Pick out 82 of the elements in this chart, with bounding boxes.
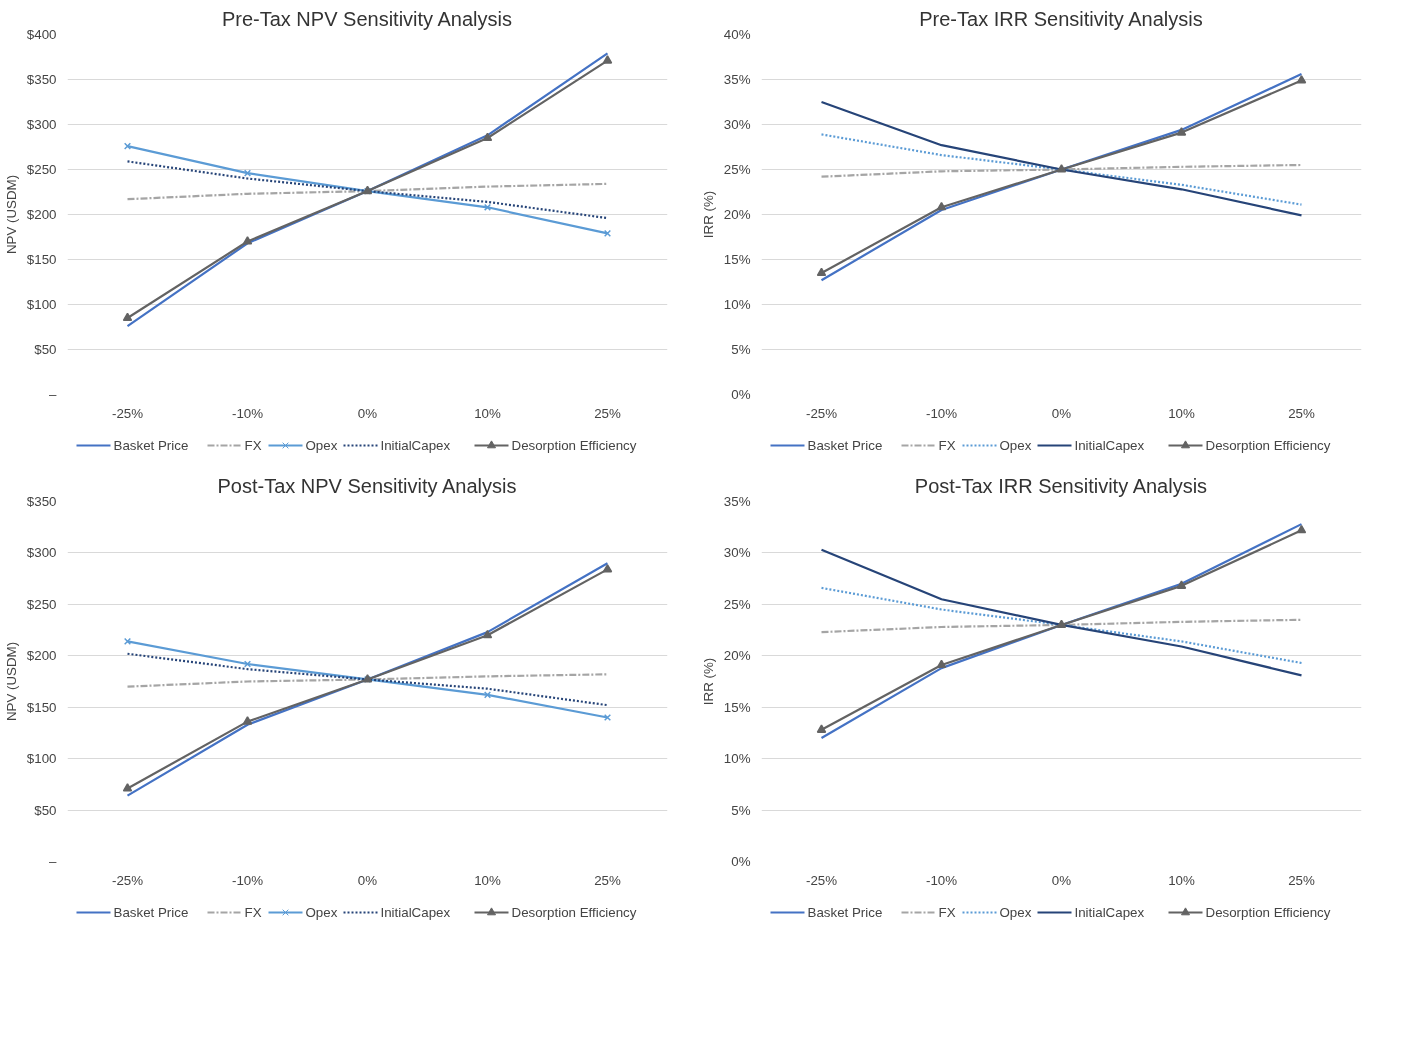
y-tick-label: 5% [731, 342, 751, 357]
y-axis-title: NPV (USDM) [3, 174, 19, 255]
x-tick-label: 25% [1288, 405, 1315, 421]
legend-label: Desorption Efficiency [1205, 905, 1331, 920]
x-tick-label: -10% [925, 405, 958, 421]
y-tick-label: 25% [723, 596, 751, 612]
y-tick-label: 35% [723, 494, 751, 509]
x-tick-label: 10% [1168, 405, 1195, 421]
y-tick-label: $250 [26, 162, 57, 177]
x-tick-label: 0% [357, 405, 378, 421]
x-tick-label: 10% [474, 405, 501, 421]
y-tick-label: 15% [723, 252, 751, 267]
y-tick-label: $50 [34, 342, 57, 357]
legend-label: Desorption Efficiency [511, 438, 637, 453]
x-tick-label: 25% [1288, 872, 1315, 888]
x-tick-label: -10% [925, 872, 958, 888]
legend-label: Desorption Efficiency [1205, 438, 1331, 453]
x-tick-label: -10% [231, 872, 264, 888]
legend-label: InitialCapex [1074, 438, 1145, 453]
y-tick-label: 20% [723, 648, 751, 664]
y-tick-label: 10% [723, 297, 751, 312]
y-tick-label: $100 [26, 297, 57, 312]
y-tick-label: 40% [723, 27, 751, 42]
y-tick-label: $150 [26, 252, 57, 267]
y-tick-label: $350 [26, 72, 57, 87]
y-tick-label: $200 [26, 648, 57, 664]
x-tick-label: -25% [111, 872, 144, 888]
y-tick-label: $200 [26, 207, 57, 222]
legend-label: Opex [305, 905, 338, 920]
chart-title: Post-Tax NPV Sensitivity Analysis [217, 474, 517, 497]
y-axis-title: NPV (USDM) [3, 641, 19, 722]
legend-label: FX [244, 438, 262, 453]
legend-label: Desorption Efficiency [511, 905, 637, 920]
x-tick-label: 10% [474, 872, 501, 888]
x-tick-label: -25% [805, 872, 838, 888]
y-tick-label: 10% [723, 751, 751, 767]
chart-title: Pre-Tax IRR Sensitivity Analysis [919, 7, 1203, 30]
legend-label: Basket Price [807, 905, 883, 920]
legend-label: Opex [999, 905, 1032, 920]
legend-label: FX [244, 905, 262, 920]
chart-title: Pre-Tax NPV Sensitivity Analysis [221, 7, 513, 30]
legend-label: InitialCapex [1074, 905, 1145, 920]
legend-label: InitialCapex [380, 905, 451, 920]
legend-label: Opex [999, 438, 1032, 453]
x-tick-label: 0% [1051, 872, 1072, 888]
legend-label: Basket Price [807, 438, 883, 453]
y-tick-label: 35% [723, 72, 751, 87]
x-tick-label: 10% [1168, 872, 1195, 888]
legend-label: FX [938, 438, 956, 453]
legend-label: Basket Price [113, 438, 189, 453]
x-tick-label: -25% [805, 405, 838, 421]
y-axis-title: IRR (%) [700, 657, 716, 706]
y-tick-label: $300 [26, 117, 57, 132]
y-tick-label: – [49, 854, 58, 869]
y-tick-label: 20% [723, 207, 751, 222]
x-tick-label: 25% [594, 872, 621, 888]
x-tick-label: -10% [231, 405, 264, 421]
y-tick-label: $400 [26, 27, 57, 42]
y-tick-label: 0% [731, 854, 751, 869]
y-tick-label: $50 [34, 802, 57, 818]
y-tick-label: – [49, 387, 58, 402]
y-tick-label: 30% [723, 545, 751, 561]
y-tick-label: $100 [26, 751, 57, 767]
y-tick-label: 0% [731, 387, 751, 402]
y-tick-label: $300 [26, 545, 57, 561]
x-tick-label: -25% [111, 405, 144, 421]
x-tick-label: 25% [594, 405, 621, 421]
chart-title: Post-Tax IRR Sensitivity Analysis [914, 474, 1208, 497]
y-tick-label: 15% [723, 699, 751, 715]
y-tick-label: 30% [723, 117, 751, 132]
legend-label: Opex [305, 438, 338, 453]
y-tick-label: 25% [723, 162, 751, 177]
legend-label: FX [938, 905, 956, 920]
x-tick-label: 0% [1051, 405, 1072, 421]
y-tick-label: $350 [26, 494, 57, 509]
y-tick-label: 5% [731, 802, 751, 818]
x-tick-label: 0% [357, 872, 378, 888]
legend-label: InitialCapex [380, 438, 451, 453]
y-tick-label: $150 [26, 699, 57, 715]
legend-label: Basket Price [113, 905, 189, 920]
y-axis-title: IRR (%) [700, 190, 716, 239]
y-tick-label: $250 [26, 596, 57, 612]
